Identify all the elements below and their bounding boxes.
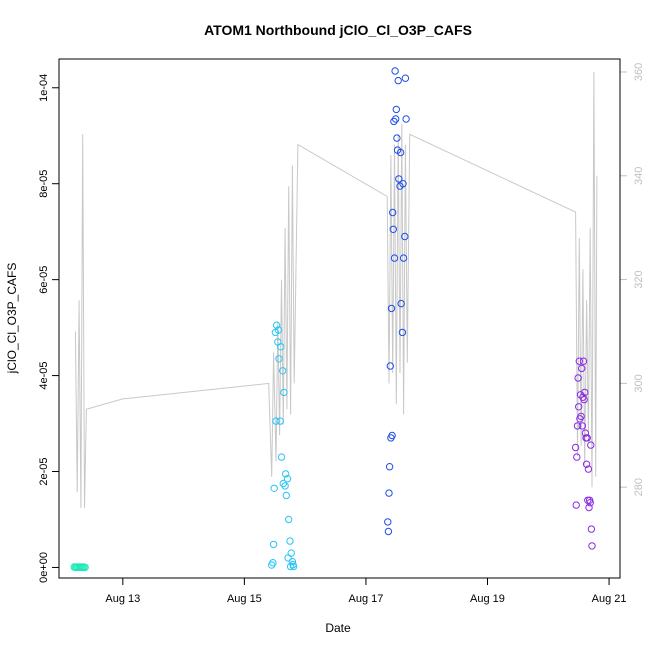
y-tick-label-1: 2e-05 [38, 457, 50, 485]
point-series1-27 [289, 560, 297, 569]
x-tick-label-0: Aug 13 [105, 593, 140, 605]
point-series1-22 [277, 343, 285, 351]
y2-tick-label-0: 280 [633, 478, 645, 496]
point-series3-20 [587, 441, 595, 449]
point-series1-26 [286, 562, 295, 571]
point-series2-6 [391, 67, 399, 75]
point-series3-21 [573, 422, 582, 430]
point-series2-7 [392, 105, 400, 114]
y2-tick-label-4: 360 [633, 63, 645, 81]
point-series2-12 [398, 328, 407, 337]
x-axis-label: Date [325, 621, 351, 635]
point-series3-5 [578, 364, 586, 373]
y-tick-label-5: 1e-04 [38, 74, 50, 102]
point-series1-10 [280, 388, 288, 397]
point-series1-13 [283, 475, 292, 483]
point-series1-12 [282, 491, 290, 500]
y2-tick-label-1: 300 [633, 374, 645, 392]
x-tick-label-2: Aug 17 [349, 593, 384, 605]
point-series1-15 [286, 537, 294, 545]
point-series3-0 [571, 443, 580, 452]
point-series2-20 [394, 76, 402, 85]
x-tick-label-4: Aug 21 [592, 593, 627, 605]
point-series3-4 [576, 391, 585, 399]
y-tick-label-2: 4e-05 [38, 362, 50, 390]
point-series2-2 [386, 362, 394, 370]
point-series3-27 [588, 542, 596, 550]
point-series2-4 [389, 208, 397, 217]
y-tick-label-3: 6e-05 [38, 266, 50, 294]
point-series1-11 [281, 482, 289, 490]
point-series1-2 [270, 484, 278, 492]
point-series1-9 [279, 367, 287, 375]
point-series1-1 [269, 559, 277, 567]
point-series3-24 [581, 388, 589, 397]
y2-tick-label-3: 340 [633, 167, 645, 185]
point-series3-19 [584, 465, 593, 473]
point-series3-7 [580, 395, 588, 404]
point-series3-1 [573, 453, 581, 461]
point-series3-17 [579, 357, 588, 365]
point-series2-1 [385, 489, 393, 497]
point-series2-14 [401, 232, 409, 241]
chart-title: ATOM1 Northbound jClO_Cl_O3P_CAFS [204, 22, 472, 38]
point-series1-4 [272, 321, 281, 329]
point-series3-9 [582, 460, 591, 468]
point-series3-26 [585, 496, 594, 504]
point-series2-15 [402, 115, 410, 123]
point-series1-8 [277, 453, 286, 461]
point-series3-23 [578, 422, 586, 430]
x-tick-label-3: Aug 19 [470, 593, 505, 605]
point-series3-15 [575, 403, 583, 411]
point-series3-8 [581, 429, 590, 437]
y-tick-label-0: 0e+00 [38, 552, 50, 583]
point-series3-22 [576, 415, 584, 423]
point-series2-18 [389, 225, 397, 234]
x-tick-label-1: Aug 15 [227, 593, 262, 605]
point-series3-3 [575, 357, 583, 365]
point-series2-23 [401, 74, 410, 82]
point-series2-0 [384, 518, 392, 526]
point-series1-14 [285, 515, 293, 524]
point-series2-27 [393, 134, 401, 142]
point-series2-3 [387, 304, 396, 313]
point-series2-16 [384, 527, 393, 536]
point-series1-20 [272, 417, 280, 425]
point-series1-7 [276, 417, 284, 425]
y-axis-label: jClO_Cl_O3P_CAFS [5, 263, 19, 375]
point-series3-14 [572, 501, 580, 509]
y-tick-label-4: 8e-05 [38, 170, 50, 198]
point-series2-22 [399, 180, 407, 188]
point-series3-25 [583, 434, 591, 442]
point-series1-6 [275, 355, 283, 363]
point-series1-23 [279, 479, 287, 488]
y2-tick-label-2: 320 [633, 270, 645, 288]
point-series3-2 [574, 374, 582, 382]
altitude-line [74, 71, 598, 508]
point-series2-26 [390, 254, 399, 262]
point-series2-11 [397, 299, 405, 308]
point-series2-13 [399, 254, 408, 262]
point-series1-21 [274, 326, 283, 334]
point-series1-17 [288, 558, 297, 566]
point-series2-19 [392, 115, 400, 123]
point-series1-24 [282, 470, 290, 478]
point-series2-21 [396, 148, 405, 157]
point-series3-13 [587, 525, 596, 533]
point-series1-19 [269, 540, 278, 549]
point-series3-11 [585, 503, 593, 512]
point-series2-25 [388, 431, 396, 440]
point-series2-24 [385, 463, 394, 471]
point-series2-5 [390, 117, 398, 126]
point-series1-25 [284, 554, 292, 562]
point-series0-9 [81, 563, 89, 572]
plot-frame [58, 58, 621, 579]
point-series2-9 [395, 175, 403, 183]
